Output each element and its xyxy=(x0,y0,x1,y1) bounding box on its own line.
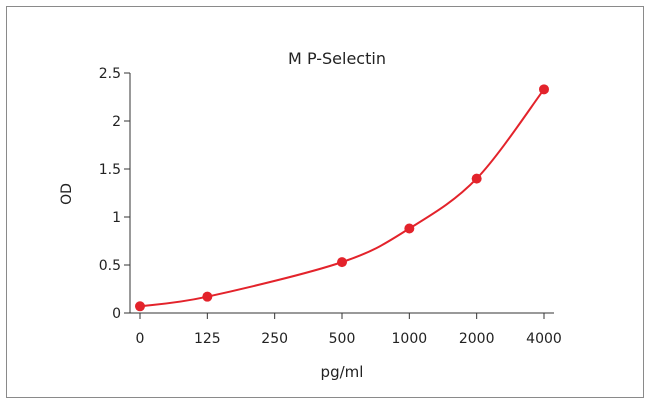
y-tick-label: 1 xyxy=(112,210,121,226)
x-tick-label: 0 xyxy=(136,331,145,347)
x-tick-label: 2000 xyxy=(459,331,495,347)
x-axis-label: pg/ml xyxy=(321,363,364,381)
data-point xyxy=(404,224,414,234)
y-tick-label: 1.5 xyxy=(99,162,121,178)
data-point xyxy=(539,84,549,94)
data-points xyxy=(135,84,549,311)
x-tick-label: 250 xyxy=(261,331,288,347)
data-point xyxy=(135,301,145,311)
x-tick-label: 4000 xyxy=(526,331,562,347)
data-point xyxy=(472,174,482,184)
axes xyxy=(130,73,554,313)
data-point xyxy=(202,292,212,302)
y-tick-label: 0.5 xyxy=(99,258,121,274)
data-point xyxy=(337,257,347,267)
x-tick-label: 1000 xyxy=(392,331,428,347)
y-tick-label: 2.5 xyxy=(99,66,121,82)
x-tick-label: 125 xyxy=(194,331,221,347)
y-tick-label: 0 xyxy=(112,306,121,322)
y-ticks: 0 0.5 1 1.5 2 2.5 xyxy=(99,66,130,322)
chart-title: M P-Selectin xyxy=(288,49,386,68)
x-tick-label: 500 xyxy=(329,331,356,347)
fit-curve xyxy=(140,89,544,306)
y-axis-label: OD xyxy=(59,183,75,205)
y-tick-label: 2 xyxy=(112,114,121,130)
x-ticks: 0 125 250 500 1000 2000 4000 xyxy=(136,313,562,347)
